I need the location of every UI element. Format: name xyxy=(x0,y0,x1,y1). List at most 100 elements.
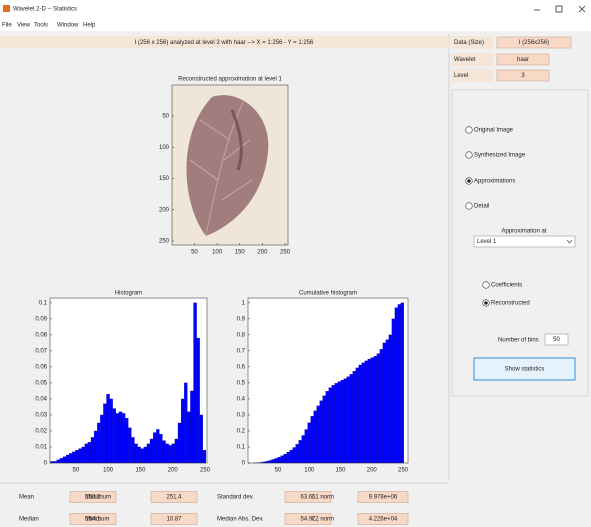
menu-item[interactable]: Help xyxy=(83,23,96,29)
histogram-bar xyxy=(178,423,181,463)
stat-label: Median Abs. Dev. xyxy=(217,517,264,523)
dropdown-value[interactable]: Level 1 xyxy=(477,239,497,245)
histogram-bar xyxy=(368,359,371,463)
histogram-bar xyxy=(296,444,299,463)
radio-button[interactable] xyxy=(466,152,473,159)
x-tick-label: 150 xyxy=(335,468,346,474)
y-tick-label: 0.04 xyxy=(35,397,47,403)
histogram-bar xyxy=(150,439,153,463)
histogram-bar xyxy=(326,391,329,463)
histogram-bar xyxy=(88,442,91,463)
info-bar-text: I (256 x 256) analyzed at level 3 with h… xyxy=(135,40,314,46)
histogram-bar xyxy=(395,308,398,463)
histogram-bar xyxy=(392,319,395,463)
histogram-bar xyxy=(63,457,66,463)
x-tick-label: 250 xyxy=(200,468,211,474)
bins-value[interactable]: 50 xyxy=(553,337,560,343)
histogram-bar xyxy=(94,431,97,463)
histogram-bar xyxy=(401,303,404,463)
stat-label: Minimum xyxy=(85,517,109,523)
info-value: I (256x256) xyxy=(519,40,549,46)
info-label: Data (Size) xyxy=(454,40,484,46)
y-tick-label: 0.2 xyxy=(237,429,246,435)
histogram-bar xyxy=(356,368,359,463)
histogram-bar xyxy=(203,450,206,463)
histogram-bar xyxy=(383,343,386,463)
stat-label: L2 norm xyxy=(312,517,334,523)
y-tick-label: 0.7 xyxy=(237,348,246,354)
menu-item[interactable]: View xyxy=(17,23,31,29)
histogram-bar xyxy=(275,458,278,463)
radio-button[interactable] xyxy=(466,203,473,210)
x-tick-label: 150 xyxy=(135,468,146,474)
histogram-bar xyxy=(131,437,134,463)
histogram-bar xyxy=(60,458,63,463)
radio-label[interactable]: Coefficients xyxy=(491,283,522,289)
histogram-bar xyxy=(187,412,190,463)
histogram-bar xyxy=(82,447,85,463)
button-label[interactable]: Show statistics xyxy=(505,367,545,373)
histogram-bar xyxy=(197,338,200,463)
window-title: Wavelet 2-D -- Statistics xyxy=(13,7,77,13)
stat-label: Median xyxy=(19,517,39,523)
radio-label[interactable]: Original Image xyxy=(474,128,514,134)
y-tick-label: 0.02 xyxy=(35,429,47,435)
histogram-bar xyxy=(305,430,308,463)
histogram-bar xyxy=(284,454,287,463)
histogram-bar xyxy=(119,412,122,463)
y-tick-label: 0.07 xyxy=(35,348,47,354)
x-tick-label: 50 xyxy=(72,468,79,474)
stat-label: L1 norm xyxy=(312,495,334,501)
histogram-bar xyxy=(147,444,150,463)
y-tick-label: 0.09 xyxy=(35,316,47,322)
histogram-bar xyxy=(141,449,144,463)
histogram-bar xyxy=(353,371,356,463)
histogram-bar xyxy=(347,377,350,463)
histogram-bar xyxy=(299,440,302,463)
stat-value: 251.4 xyxy=(166,495,182,501)
radio-label[interactable]: Reconstructed xyxy=(491,301,530,307)
histogram-bar xyxy=(317,406,320,463)
y-tick-label: 0.1 xyxy=(237,445,246,451)
histogram-bar xyxy=(362,363,365,463)
window: Wavelet 2-D -- Statistics File ViewTools W… xyxy=(0,0,591,527)
histogram-bar xyxy=(91,437,94,463)
y-tick-label: 0.9 xyxy=(237,316,246,322)
menu-item[interactable]: File xyxy=(2,23,12,29)
x-tick-label: 250 xyxy=(280,250,291,256)
histogram-bar xyxy=(190,391,193,463)
menu-item[interactable]: Tools xyxy=(34,23,48,29)
stat-label: Mean xyxy=(19,495,34,501)
radio-button[interactable] xyxy=(466,127,473,134)
radio-label[interactable]: Approximations xyxy=(474,179,515,185)
histogram-bar xyxy=(57,460,60,463)
histogram-bar xyxy=(386,340,389,463)
radio-label[interactable]: Synthesized Image xyxy=(474,153,526,159)
menu-item[interactable]: Window xyxy=(57,23,79,29)
y-tick-label: 150 xyxy=(159,176,170,182)
info-value: haar xyxy=(517,57,529,63)
histogram-bar xyxy=(290,450,293,463)
histogram-bar xyxy=(359,365,362,463)
histogram-bar xyxy=(66,455,69,463)
histogram-bar xyxy=(156,429,159,463)
y-tick-label: 250 xyxy=(159,239,170,245)
histogram-bar xyxy=(314,411,317,463)
histogram-bar xyxy=(166,444,169,463)
histogram-bar xyxy=(172,444,175,463)
histogram-bar xyxy=(153,433,156,463)
histogram-bar xyxy=(389,335,392,463)
radio-button[interactable] xyxy=(483,282,490,289)
y-tick-label: 0.6 xyxy=(237,364,246,370)
y-tick-label: 0.3 xyxy=(237,413,246,419)
stat-label: Maximum xyxy=(85,495,111,501)
histogram-bar xyxy=(308,423,311,463)
x-tick-label: 200 xyxy=(168,468,179,474)
y-tick-label: 0.05 xyxy=(35,380,47,386)
histogram-bar xyxy=(302,435,305,463)
histogram-bar xyxy=(269,460,272,463)
radio-label[interactable]: Detail xyxy=(474,204,489,210)
app-icon xyxy=(3,5,10,12)
histogram-bar xyxy=(320,401,323,463)
y-tick-label: 0.06 xyxy=(35,364,47,370)
